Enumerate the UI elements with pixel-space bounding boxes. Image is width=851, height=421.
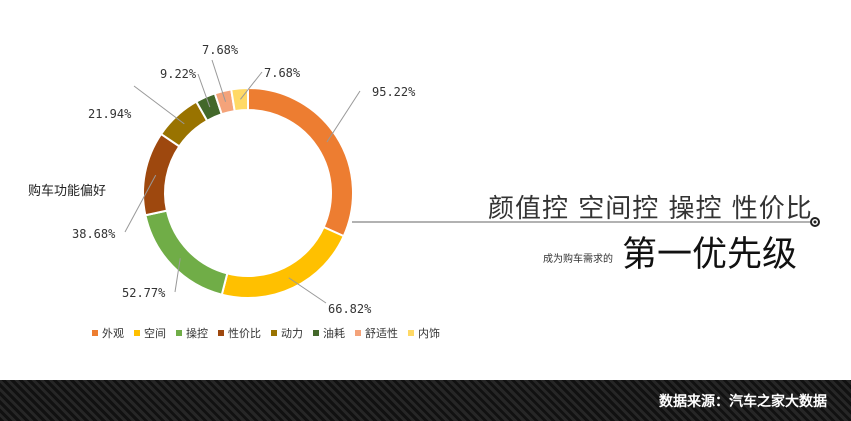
annotation-sub-small: 成为购车需求的 [543, 254, 613, 265]
legend-swatch [176, 330, 182, 336]
legend: 外观 空间 操控 性价比 动力 油耗 舒适性 内饰 [92, 325, 440, 341]
slice-4 [142, 132, 181, 217]
legend-swatch [218, 330, 224, 336]
leader-line-3 [174, 258, 181, 293]
legend-swatch [134, 330, 140, 336]
callout-dot-center [813, 220, 817, 224]
legend-item-8: 内饰 [408, 325, 440, 341]
legend-item-3: 操控 [176, 325, 208, 341]
legend-label: 油耗 [323, 327, 345, 340]
leader-lines [124, 59, 361, 304]
value-label-4: 38.68% [72, 227, 116, 241]
footer-bar: 数据来源：汽车之家大数据 [0, 380, 851, 421]
legend-item-6: 油耗 [313, 325, 345, 341]
value-label-2: 66.82% [328, 302, 372, 316]
legend-item-1: 外观 [92, 325, 124, 341]
legend-swatch [355, 330, 361, 336]
legend-label: 动力 [281, 327, 303, 340]
leader-line-5 [133, 85, 185, 125]
annotation-headline: 颜值控 空间控 操控 性价比 [488, 194, 813, 224]
legend-swatch [313, 330, 319, 336]
annotation-sub-big: 第一优先级 [622, 235, 798, 275]
side-label: 购车功能偏好 [28, 184, 107, 199]
leader-line-6 [197, 73, 211, 108]
legend-item-7: 舒适性 [355, 325, 398, 341]
value-label-5: 21.94% [88, 107, 132, 121]
value-label-3: 52.77% [122, 286, 166, 300]
value-label-7: 7.68% [202, 43, 239, 57]
legend-item-5: 动力 [271, 325, 303, 341]
legend-swatch [92, 330, 98, 336]
legend-label: 外观 [102, 327, 124, 340]
legend-label: 性价比 [228, 327, 261, 340]
legend-swatch [271, 330, 277, 336]
leader-line-8 [240, 71, 263, 100]
leader-line-7 [211, 59, 227, 102]
legend-label: 空间 [144, 327, 166, 340]
value-labels: 95.22% 66.82% 52.77% 38.68% 21.94% 9.22% 7.68%… [72, 43, 416, 316]
leader-line-2 [288, 277, 327, 304]
legend-label: 内饰 [418, 327, 440, 340]
legend-label: 操控 [186, 327, 208, 340]
legend-swatch [408, 330, 414, 336]
legend-item-4: 性价比 [218, 325, 261, 341]
slice-8 [230, 86, 249, 113]
slice-2 [220, 225, 346, 299]
value-label-8: 7.68% [264, 66, 301, 80]
slice-3 [144, 209, 229, 296]
data-source: 数据来源：汽车之家大数据 [659, 394, 827, 410]
legend-item-2: 空间 [134, 325, 166, 341]
legend-label: 舒适性 [365, 327, 398, 340]
value-label-1: 95.22% [372, 85, 416, 99]
leader-line-4 [124, 174, 157, 233]
slice-1 [247, 86, 354, 238]
donut-slices [142, 86, 354, 299]
value-label-6: 9.22% [160, 67, 197, 81]
leader-line-1 [326, 90, 361, 143]
